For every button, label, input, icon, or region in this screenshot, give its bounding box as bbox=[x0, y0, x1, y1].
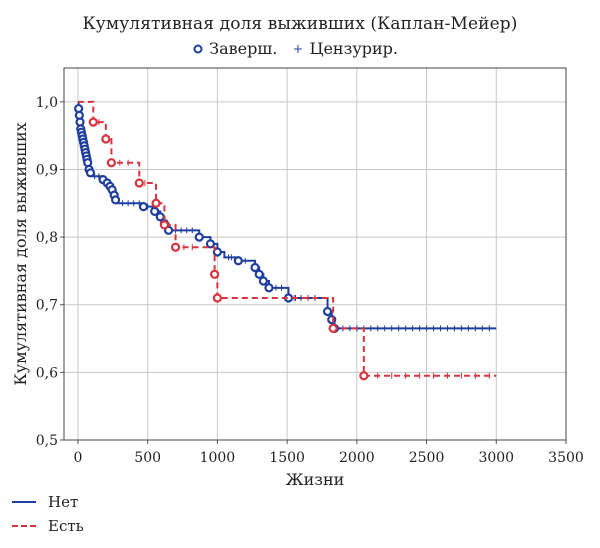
event-marker bbox=[85, 168, 96, 178]
censored-legend-label: Цензурир. bbox=[309, 39, 398, 58]
event-marker bbox=[250, 262, 260, 273]
y-tick-label: 1,0 bbox=[36, 95, 58, 111]
event-marker bbox=[110, 195, 121, 205]
event-marker bbox=[138, 202, 149, 212]
event-marker bbox=[134, 178, 144, 188]
event-marker bbox=[212, 293, 222, 303]
legend-label-est: Есть bbox=[48, 517, 84, 535]
y-tick-label: 0,9 bbox=[36, 162, 58, 178]
x-tick-label: 1500 bbox=[269, 450, 305, 466]
event-marker bbox=[210, 269, 220, 279]
y-tick-label: 0,5 bbox=[36, 433, 58, 449]
x-tick-label: 3000 bbox=[478, 450, 514, 466]
event-marker bbox=[254, 269, 264, 279]
event-marker bbox=[322, 306, 333, 317]
y-tick-label: 0,7 bbox=[36, 298, 58, 314]
x-tick-label: 3500 bbox=[548, 450, 584, 466]
event-marker bbox=[327, 315, 337, 325]
completed-marker-icon bbox=[193, 44, 203, 53]
event-marker bbox=[88, 117, 98, 127]
event-marker bbox=[233, 256, 243, 266]
event-marker bbox=[150, 206, 160, 216]
chart-title: Кумулятивная доля выживших (Каплан-Мейер… bbox=[82, 14, 518, 34]
event-marker bbox=[328, 323, 338, 333]
solid-line-swatch bbox=[12, 501, 36, 503]
x-tick-label: 0 bbox=[73, 450, 82, 466]
event-marker bbox=[170, 242, 181, 252]
x-tick-label: 2000 bbox=[339, 450, 375, 466]
event-marker bbox=[106, 158, 117, 168]
event-marker bbox=[194, 232, 204, 242]
y-axis-label: Кумулятивная доля выживших bbox=[11, 122, 30, 385]
plot-frame bbox=[63, 67, 567, 441]
event-marker bbox=[212, 247, 222, 257]
legend-item-net: Нет bbox=[12, 490, 84, 514]
y-tick-label: 0,8 bbox=[36, 230, 58, 246]
event-marker bbox=[359, 371, 369, 381]
legend-label-net: Нет bbox=[48, 493, 79, 511]
event-marker bbox=[205, 239, 216, 249]
event-marker bbox=[258, 276, 269, 286]
y-tick-label: 0,6 bbox=[36, 365, 58, 381]
event-marker bbox=[151, 198, 161, 208]
event-marker bbox=[155, 212, 165, 222]
dashed-line-swatch bbox=[12, 525, 36, 527]
x-axis-label: Жизни bbox=[286, 470, 345, 489]
event-marker bbox=[264, 283, 274, 293]
marker-legend: Заверш. Цензурир. bbox=[0, 38, 600, 58]
event-marker bbox=[101, 134, 111, 144]
completed-legend-label: Заверш. bbox=[209, 39, 278, 58]
x-tick-label: 2500 bbox=[409, 450, 445, 466]
x-tick-label: 1000 bbox=[200, 450, 236, 466]
event-marker bbox=[159, 220, 169, 230]
legend-item-est: Есть bbox=[12, 514, 84, 538]
censored-marker-icon bbox=[294, 44, 303, 53]
series-legend: Нет Есть bbox=[12, 490, 84, 538]
x-tick-label: 500 bbox=[134, 450, 161, 466]
